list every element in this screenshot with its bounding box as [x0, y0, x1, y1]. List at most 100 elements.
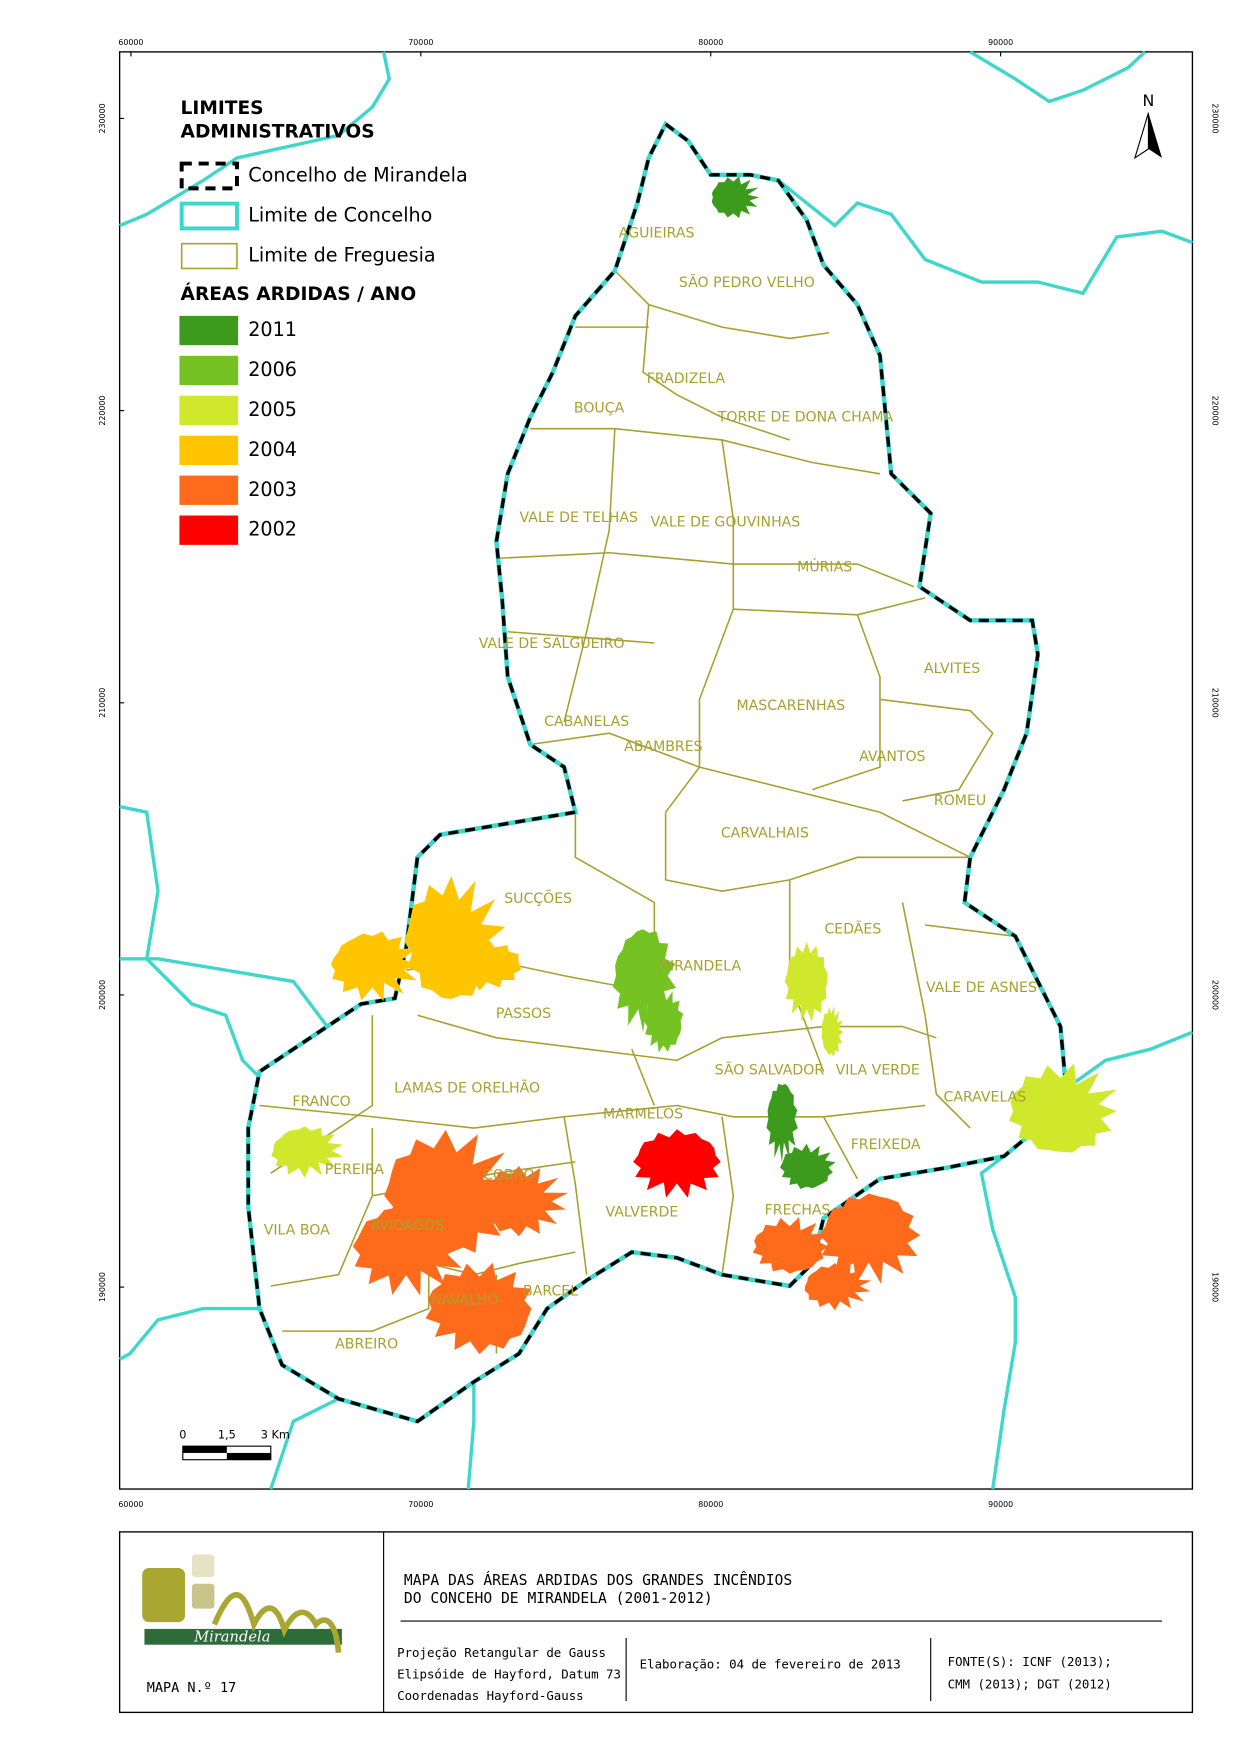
- burned-area: [435, 940, 522, 991]
- parish-boundary: [282, 1263, 430, 1332]
- parish-label: ABREIRO: [335, 1337, 398, 1353]
- parish-label: NAVALHO: [431, 1293, 498, 1309]
- parish-label: PEREIRA: [325, 1162, 384, 1178]
- parish-label: ABAMBRES: [624, 739, 702, 755]
- burned-area: [784, 941, 828, 1023]
- burned-area: [821, 1006, 844, 1057]
- parish-boundary: [417, 1014, 937, 1062]
- burned-area: [633, 1129, 721, 1198]
- parish-label: BARCEL: [523, 1284, 578, 1300]
- neighbour-boundary: [118, 1306, 260, 1361]
- legend-label: 2002: [248, 518, 297, 541]
- scale-label: 3 Km: [261, 1428, 290, 1441]
- y-tick-label: 210000: [98, 688, 107, 718]
- legend-label: 2006: [248, 358, 297, 381]
- burned-area: [780, 1143, 836, 1189]
- parish-boundary: [648, 303, 830, 340]
- legend-label: 2003: [248, 478, 297, 501]
- x-tick-label: 80000: [698, 1500, 723, 1509]
- neighbour-boundary: [118, 51, 392, 228]
- concelho-limit: [245, 120, 1069, 1424]
- parish-label: MIRANDELA: [658, 959, 742, 975]
- burned-area: [352, 1204, 466, 1296]
- parish-label: VALE DE GOUVINHAS: [651, 514, 801, 530]
- parish-boundary: [924, 924, 1016, 938]
- legend-label: Concelho de Mirandela: [248, 163, 467, 186]
- labels: AGUIEIRAS SÃO PEDRO VELHO FRADIZELA BOUÇA TO…: [98, 38, 1220, 1703]
- parish-label: CARVALHAIS: [721, 826, 809, 842]
- date: Elaboração: 04 de fevereiro de 2013: [640, 1656, 901, 1671]
- parish-label: VALE DE TELHAS: [520, 510, 638, 526]
- parish-label: VALVERDE: [606, 1205, 679, 1221]
- parish-boundary: [530, 732, 971, 859]
- map-frame: [118, 51, 1194, 1490]
- burned-areas: [271, 176, 1117, 1355]
- parish-label: AGUIEIRAS: [619, 226, 695, 242]
- boundaries: [118, 50, 1194, 1490]
- legend-label: 2011: [248, 318, 297, 341]
- parish-boundary: [721, 1116, 735, 1275]
- parish-label: CARAVELAS: [943, 1090, 1026, 1106]
- y-tick-label: 190000: [1211, 1272, 1220, 1302]
- north-label: N: [1143, 91, 1155, 110]
- legend-swatch: [180, 242, 238, 270]
- y-tick-label: 220000: [98, 396, 107, 426]
- parish-label: SÃO SALVADOR: [715, 1062, 825, 1079]
- parish-label: CEDÃES: [824, 921, 881, 938]
- title-block-frame: [118, 1531, 1194, 1714]
- burned-area: [330, 931, 421, 1002]
- legend-swatch: [179, 475, 239, 505]
- neighbour-boundary: [969, 50, 1147, 104]
- legend-swatch: [179, 395, 239, 426]
- y-tick-label: 210000: [1211, 688, 1220, 718]
- map-title: DO CONCEHO DE MIRANDELA (2001-2012): [404, 1590, 713, 1607]
- parish-label: FREIXEDA: [851, 1137, 921, 1153]
- burned-area: [711, 176, 760, 219]
- parish-boundary: [664, 812, 971, 892]
- parish-label: CABANELAS: [544, 714, 629, 730]
- burned-area: [752, 1217, 828, 1274]
- burned-area: [612, 929, 677, 1033]
- burned-area: [425, 1262, 532, 1355]
- logo: Mirandela: [142, 1554, 342, 1653]
- parish-label: VALE DE ASNES: [926, 980, 1037, 996]
- parish-boundary: [563, 1116, 588, 1275]
- legend-heading: ADMINISTRATIVOS: [181, 122, 375, 143]
- scale-label: 1,5: [218, 1428, 236, 1441]
- parish-boundary: [507, 630, 655, 644]
- legend-swatch: [179, 161, 239, 191]
- neighbour-boundary: [1065, 1030, 1194, 1090]
- legend-swatch: [179, 201, 239, 231]
- parish-boundary: [270, 1128, 374, 1287]
- y-tick-label: 200000: [98, 980, 107, 1010]
- burned-area: [478, 1165, 569, 1237]
- x-tick-label: 70000: [408, 1500, 433, 1509]
- legend-label: 2005: [248, 398, 297, 421]
- projection: Elipsóide de Hayford, Datum 73: [397, 1667, 621, 1682]
- parish-label: ROMEU: [934, 793, 986, 809]
- parish-label: AVIDAGOS: [371, 1218, 445, 1234]
- scale-bar: [182, 1445, 272, 1461]
- projection: Coordenadas Hayford-Gauss: [397, 1688, 584, 1703]
- burned-area: [1008, 1063, 1117, 1153]
- projection: Projeção Retangular de Gauss: [397, 1645, 606, 1660]
- parish-boundary: [259, 1104, 926, 1129]
- legend-label: Limite de Concelho: [248, 204, 432, 227]
- map-title: MAPA DAS ÁREAS ARDIDAS DOS GRANDES INCÊN…: [404, 1571, 792, 1589]
- parish-label: MARMELOS: [603, 1107, 683, 1123]
- parish-label: ALVITES: [924, 661, 980, 677]
- parish-label: FRADIZELA: [647, 371, 726, 387]
- neighbour-boundary: [979, 1154, 1018, 1490]
- parish-boundary: [664, 439, 735, 813]
- parish-label: LAMAS DE ORELHÃO: [394, 1080, 540, 1097]
- x-tick-label: 90000: [988, 38, 1013, 47]
- legend-swatch: [179, 435, 239, 465]
- neighbour-boundary: [777, 179, 1194, 296]
- legend-swatch: [179, 515, 239, 545]
- legend-heading: LIMITES: [181, 98, 264, 119]
- parish-label: VILA VERDE: [836, 1063, 920, 1079]
- parish-boundary: [901, 902, 971, 1129]
- sources: FONTE(S): ICNF (2013);: [948, 1654, 1112, 1669]
- y-tick-label: 200000: [1211, 980, 1220, 1010]
